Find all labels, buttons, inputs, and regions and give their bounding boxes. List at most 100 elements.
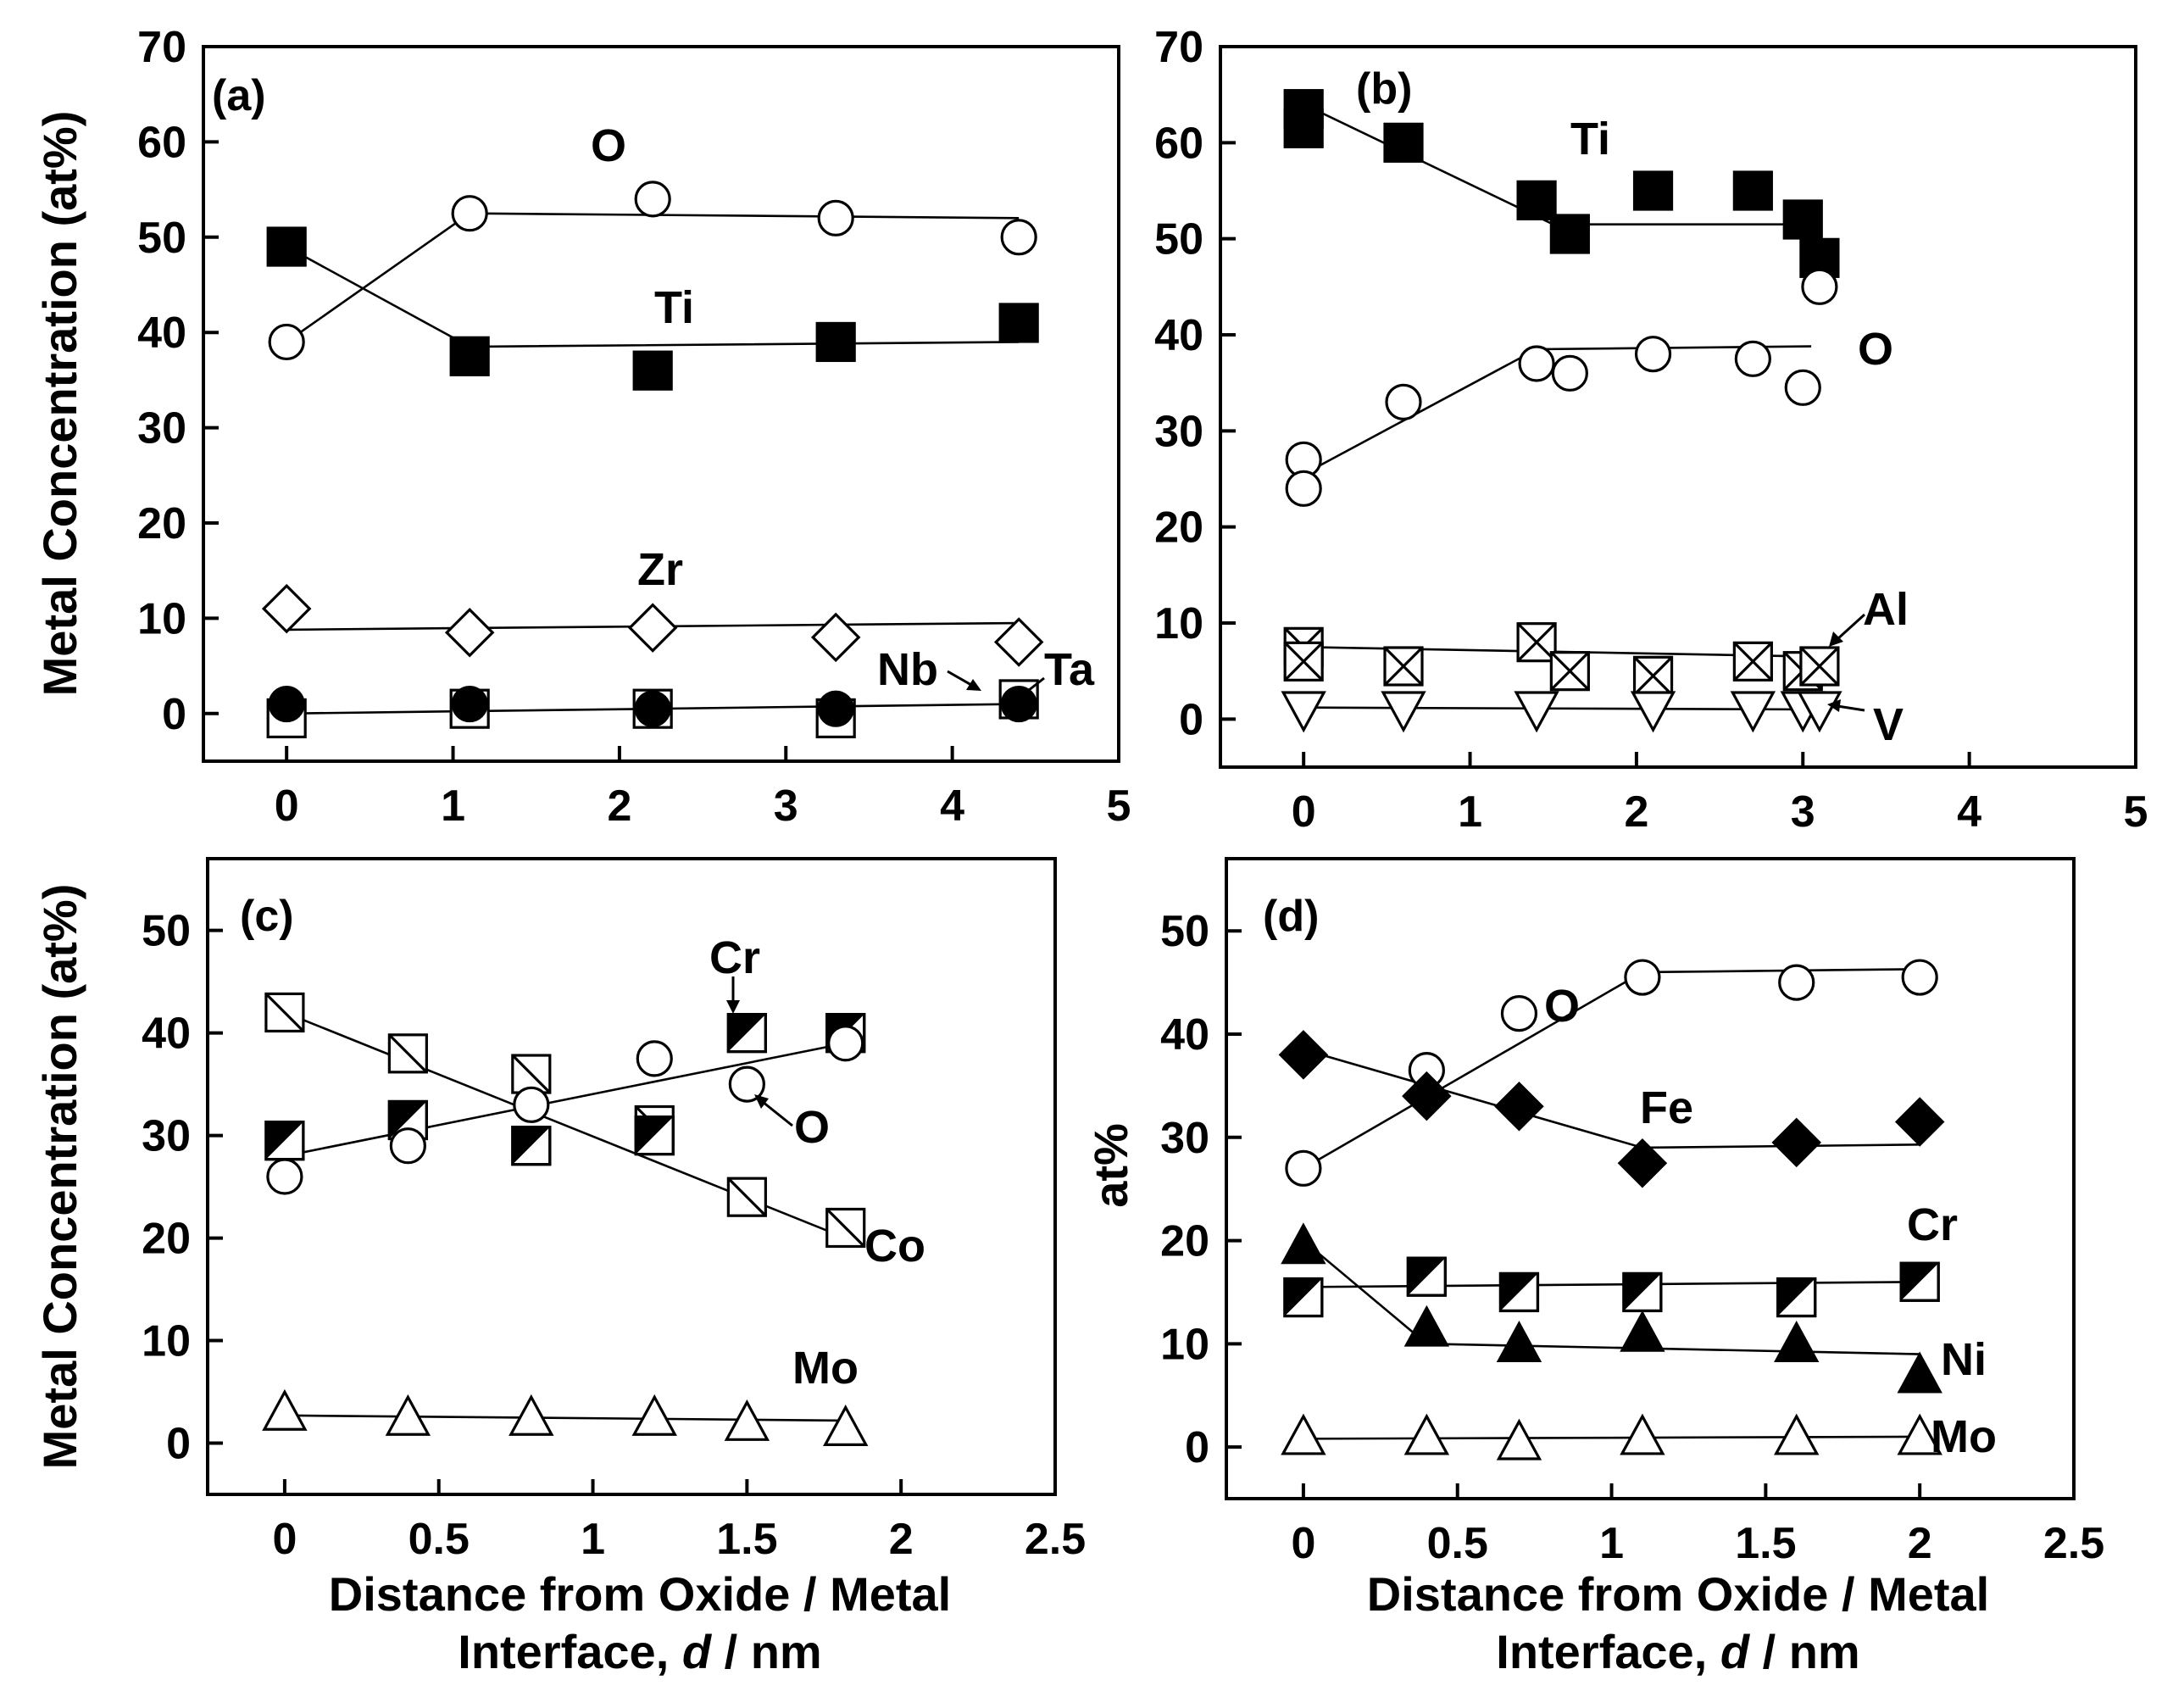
panel-a-point-Zr-2-shape xyxy=(627,603,678,653)
panel-c-point-O-5 xyxy=(827,1025,864,1062)
panel-d-point-Ni-2 xyxy=(1496,1320,1542,1362)
panel-b-al-arrow xyxy=(1836,613,1866,641)
panel-c-o-arrowhead xyxy=(754,1094,769,1109)
panel-d-point-Fe-5 xyxy=(1894,1097,1945,1147)
panel-b-point-Ti-3-shape xyxy=(1516,180,1557,220)
panel-d-point-Fe-2-shape xyxy=(1494,1081,1544,1132)
panel-d-point-Ni-1-shape xyxy=(1403,1305,1450,1347)
panel-a-point-Zr-3-shape xyxy=(810,612,861,663)
panel-b-xtick-label-2: 2 xyxy=(1624,787,1648,837)
panel-c-point-Mo-2-shape xyxy=(509,1394,554,1436)
panel-b-xtick-label-5: 5 xyxy=(2124,787,2148,837)
panel-a-point-O-1-shape xyxy=(451,195,488,232)
panel-b-point-Ti-7 xyxy=(1782,199,1823,240)
panel-c-ytick-label-2: 20 xyxy=(142,1215,191,1264)
panel-c-xtick-label-2: 1 xyxy=(581,1515,605,1564)
panel-a-point-O-1 xyxy=(451,195,488,232)
panel-c-point-Co-1-diagonal xyxy=(388,1033,428,1073)
panel-a-label-Nb: Nb xyxy=(877,644,938,695)
panel-a-point-Zr-1 xyxy=(444,607,495,658)
panel-d-frame xyxy=(1225,857,2076,1500)
panel-c-point-Co-5 xyxy=(825,1207,866,1249)
panel-a-nb-arrow xyxy=(947,670,972,687)
panel-a-markers xyxy=(261,181,1044,739)
panel-d-point-Fe-4 xyxy=(1771,1117,1821,1168)
panel-d-label-O: O xyxy=(1544,981,1580,1032)
panel-b-ytick-label-4: 40 xyxy=(1154,311,1203,360)
panel-d-ytick-label-5: 50 xyxy=(1160,907,1209,956)
panel-a-point-O-2 xyxy=(634,181,671,218)
panel-b-point-Al-5-cross-2 xyxy=(1633,656,1673,696)
panel-c-point-Mo-0-shape xyxy=(262,1388,308,1431)
panel-d-point-Cr-5-outline xyxy=(1899,1261,1940,1302)
panel-c-point-Cr-2-fill xyxy=(512,1127,550,1165)
panel-c-cr-arrowhead xyxy=(726,1000,740,1014)
y-axis-title-d: at% xyxy=(1084,1123,1137,1208)
panel-c-point-Mo-1 xyxy=(385,1394,431,1436)
panel-b-point-Ti-2 xyxy=(1383,122,1424,163)
panel-c-ytick-label-5: 50 xyxy=(142,907,191,956)
x-axis-title-c-prefix: Interface, xyxy=(458,1625,682,1678)
panel-d-ticks: 0 0.5 1 1.5 2 2.5 0 10 20 30 40 50 xyxy=(1160,907,2104,1568)
panel-a-point-Ti-0 xyxy=(266,226,307,267)
panel-d-point-O-3 xyxy=(1624,959,1661,996)
panel-c-point-Co-4 xyxy=(726,1177,767,1217)
panel-d-point-O-3-shape xyxy=(1624,959,1661,996)
panel-a-point-Zr-1-shape xyxy=(444,607,495,658)
panel-b-point-V-4-shape xyxy=(1730,691,1776,733)
panel-a-xtick-label-5: 5 xyxy=(1107,782,1131,831)
panel-b-ytick-label-5: 50 xyxy=(1154,215,1203,264)
panel-d-point-Mo-3-shape xyxy=(1620,1413,1665,1455)
panel-c-label-Mo: Mo xyxy=(792,1343,859,1394)
panel-b-point-Ti-5-shape xyxy=(1632,170,1674,211)
panel-d-point-Cr-5-fill xyxy=(1901,1263,1939,1301)
panel-b-point-Ti-7-shape xyxy=(1782,199,1823,240)
panel-d-point-Mo-5-shape xyxy=(1897,1413,1942,1455)
panel-b-point-O-7-shape xyxy=(1784,369,1821,406)
panel-a-point-O-4-shape xyxy=(1000,219,1037,256)
panel-d-point-Mo-4-shape xyxy=(1774,1413,1820,1455)
panel-b-point-Ti-1 xyxy=(1283,108,1324,148)
panel-b-point-Ti-4-shape xyxy=(1549,214,1590,254)
panel-a-point-Ti-1 xyxy=(449,336,490,376)
panel-a-point-O-0 xyxy=(268,323,305,361)
panel-a-point-Ta-2-shape xyxy=(634,690,671,727)
x-axis-title-c-suffix: / nm xyxy=(711,1625,822,1678)
panel-d-point-Fe-0 xyxy=(1278,1030,1329,1080)
panel-c-point-O-5-shape xyxy=(827,1025,864,1062)
panel-d-label: (d) xyxy=(1263,892,1319,941)
panel-d-point-Mo-2 xyxy=(1496,1418,1542,1460)
panel-c-point-Cr-0-fill xyxy=(265,1121,303,1160)
panel-c-point-Mo-2 xyxy=(509,1394,554,1436)
panel-c-point-O-1-shape xyxy=(389,1127,426,1165)
panel-d-point-O-0 xyxy=(1285,1149,1322,1187)
panel-d-point-Fe-3-shape xyxy=(1617,1138,1668,1188)
panel-c-point-Cr-3 xyxy=(634,1115,675,1156)
panel-d-markers xyxy=(1278,959,1945,1460)
panel-c-point-O-2-shape xyxy=(513,1086,550,1123)
panel-b-point-O-2 xyxy=(1385,383,1422,420)
panel-b-markers xyxy=(1281,89,1842,733)
panel-d-point-Cr-5 xyxy=(1899,1261,1940,1302)
panel-b-point-Al-1 xyxy=(1283,641,1324,682)
panel-d-point-Ni-0 xyxy=(1281,1222,1326,1265)
panel-c-point-Co-2-diagonal xyxy=(511,1054,551,1094)
panel-c-xtick-label-3: 1.5 xyxy=(716,1515,777,1564)
panel-b-point-Al-8-cross-2 xyxy=(1799,646,1840,687)
panel-c-point-Mo-0 xyxy=(262,1388,308,1431)
panel-a-point-Zr-0 xyxy=(261,583,312,634)
panel-a-point-Ta-2 xyxy=(634,690,671,727)
panel-b-label: (b) xyxy=(1356,64,1412,114)
panel-d-point-O-2-shape xyxy=(1500,995,1538,1032)
panel-a-point-Ta-1 xyxy=(451,685,488,723)
panel-a-point-O-2-shape xyxy=(634,181,671,218)
panel-d-point-Cr-2-outline xyxy=(1498,1271,1540,1313)
panel-b-point-V-2-shape xyxy=(1514,691,1559,733)
panel-d-point-Mo-0 xyxy=(1281,1413,1326,1455)
panel-d-ytick-label-1: 10 xyxy=(1160,1320,1209,1369)
panel-b-label-Ti: Ti xyxy=(1570,114,1610,164)
panel-c-point-O-0 xyxy=(266,1158,303,1195)
x-axis-title-d-prefix: Interface, xyxy=(1496,1625,1720,1678)
